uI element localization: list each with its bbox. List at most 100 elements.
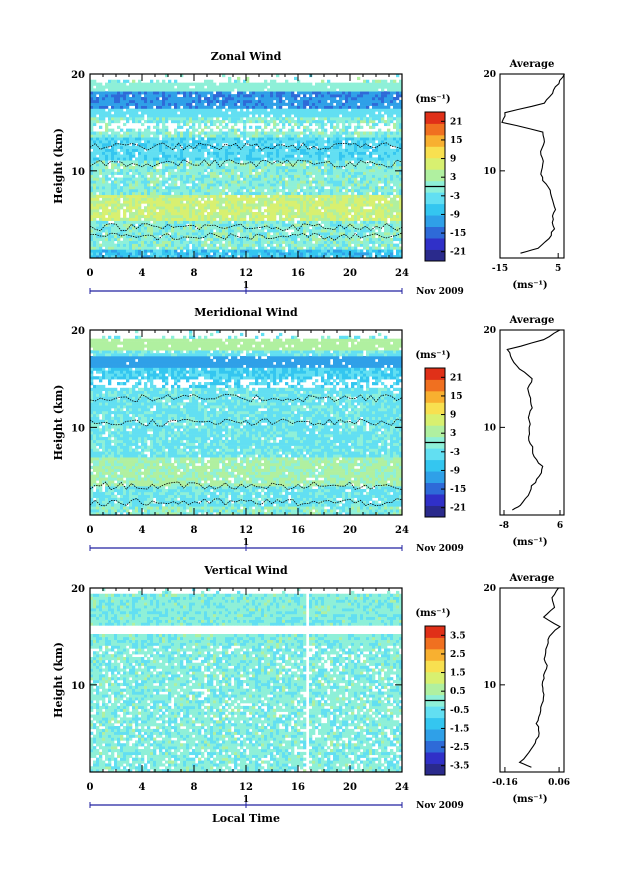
colorbar-tick-label: 3.5 <box>450 631 466 641</box>
colorbar-swatch <box>425 379 445 392</box>
y-tick-label: 10 <box>71 681 85 692</box>
colorbar-tick-label: -3 <box>450 448 460 458</box>
colorbar-swatch <box>425 706 445 719</box>
colorbar-swatch <box>425 648 445 661</box>
colorbar-swatch <box>425 390 445 403</box>
panel-frame-3: Vertical Wind 0 4 8 12 16 20 24 10 20 Height (km) 1… <box>52 564 464 825</box>
colorbar-swatch <box>425 413 445 426</box>
colorbar-tick-label: -15 <box>450 485 466 495</box>
x-tick-label: 8 <box>191 782 198 793</box>
y-axis-label: Height (km) <box>52 642 65 718</box>
y-tick-label: 10 <box>71 423 85 434</box>
colorbar-swatch <box>425 660 445 673</box>
profile-line <box>501 73 565 254</box>
colorbar-swatch <box>425 448 445 461</box>
x-tick-label: 0 <box>87 782 94 793</box>
x-tick-label: 20 <box>343 782 357 793</box>
colorbar-unit: (ms⁻¹) <box>415 350 450 361</box>
average-profile-1: Average -15 5 10 20 (ms⁻¹) <box>483 59 565 291</box>
x-tick-label: 24 <box>395 525 409 536</box>
y-tick-label: 20 <box>71 584 85 595</box>
profile-x-tick-label: -0.16 <box>492 778 518 788</box>
profile-x-axis-label: (ms⁻¹) <box>512 280 547 291</box>
panel-frame-1: Zonal Wind 0 4 8 12 16 20 24 10 20 Height (km) 1 Nov… <box>52 50 464 297</box>
heatmap-3 <box>90 588 403 773</box>
colorbar-swatch <box>425 740 445 753</box>
contour-line <box>89 222 403 232</box>
contour-line <box>90 232 403 242</box>
colorbar-tick-label: 9 <box>450 411 456 421</box>
panel-title: Meridional Wind <box>194 306 298 319</box>
colorbar-tick-label: 3 <box>450 429 456 439</box>
profile-frame <box>499 587 565 773</box>
colorbar-tick-label: -9 <box>450 466 460 476</box>
colorbar-swatch <box>425 626 445 638</box>
colorbar-swatch <box>425 402 445 415</box>
contour-line <box>89 418 403 427</box>
x-tick-label: 8 <box>191 268 198 279</box>
x-tick-label: 12 <box>239 268 253 279</box>
average-profile-2: Average -8 6 10 20 (ms⁻¹) <box>483 315 565 548</box>
colorbar-swatch <box>425 752 445 764</box>
heatmap-1 <box>89 74 403 259</box>
colorbar-tick-label: 1.5 <box>450 669 466 679</box>
colorbar-swatch <box>425 637 445 650</box>
profile-x-tick-label: 5 <box>555 264 561 274</box>
profile-y-tick-label: 20 <box>483 584 496 594</box>
panel-title: Vertical Wind <box>203 564 288 577</box>
x-tick-label: 24 <box>395 782 409 793</box>
x-tick-label: 12 <box>239 525 253 536</box>
colorbar-tick-label: -1.5 <box>450 724 469 734</box>
colorbar-tick-label: 15 <box>450 392 463 402</box>
profile-y-tick-label: 10 <box>483 423 496 433</box>
y-axis-label: Height (km) <box>52 128 65 204</box>
profile-title: Average <box>509 573 555 584</box>
profile-x-tick-label: 0.06 <box>548 778 570 788</box>
colorbar-tick-label: -21 <box>450 248 466 258</box>
colorbar-swatch <box>425 192 445 205</box>
heatmap-2 <box>89 330 403 516</box>
colorbar-swatch <box>425 482 445 495</box>
profile-y-tick-label: 20 <box>483 70 496 80</box>
colorbar-swatch <box>425 146 445 159</box>
contour-line <box>89 498 403 507</box>
colorbar-tick-label: -21 <box>450 504 466 514</box>
colorbar-swatch <box>425 471 445 484</box>
colorbar-swatch <box>425 169 445 182</box>
x-tick-label: 8 <box>191 525 198 536</box>
colorbar-swatch <box>425 729 445 742</box>
colorbar-swatch <box>425 134 445 147</box>
colorbar-swatch <box>425 368 445 380</box>
profile-frame <box>499 73 565 259</box>
colorbar-tick-label: -0.5 <box>450 706 469 716</box>
x-tick-label: 16 <box>291 268 305 279</box>
profile-y-tick-label: 10 <box>483 681 496 691</box>
colorbar-1: (ms⁻¹) -21 -15 -9 -3 3 9 15 21 <box>415 94 466 262</box>
x-tick-label: 0 <box>87 525 94 536</box>
month-label: Nov 2009 <box>416 287 464 297</box>
colorbar-tick-label: 21 <box>450 373 463 383</box>
profile-y-tick-label: 20 <box>483 326 496 336</box>
colorbar-swatch <box>425 238 445 250</box>
day-marker: 1 <box>243 538 249 548</box>
colorbar-swatch <box>425 505 445 518</box>
colorbar-swatch <box>425 226 445 239</box>
colorbar-swatch <box>425 123 445 136</box>
panel-title: Zonal Wind <box>211 50 282 63</box>
x-axis-label: Local Time <box>212 812 280 825</box>
colorbar-swatch <box>425 112 445 124</box>
colorbar-swatch <box>425 717 445 730</box>
x-tick-label: 16 <box>291 782 305 793</box>
colorbar-swatch <box>425 671 445 684</box>
y-axis-label: Height (km) <box>52 385 65 461</box>
average-profile-3: Average -0.16 0.06 10 20 (ms⁻¹) <box>483 573 570 805</box>
x-tick-label: 16 <box>291 525 305 536</box>
profile-x-axis-label: (ms⁻¹) <box>512 794 547 805</box>
colorbar-tick-label: 9 <box>450 155 456 165</box>
colorbar-tick-label: -3 <box>450 192 460 202</box>
colorbar-swatch <box>425 203 445 216</box>
colorbar-tick-label: -9 <box>450 210 460 220</box>
contour-line <box>89 142 403 151</box>
x-tick-label: 20 <box>343 525 357 536</box>
